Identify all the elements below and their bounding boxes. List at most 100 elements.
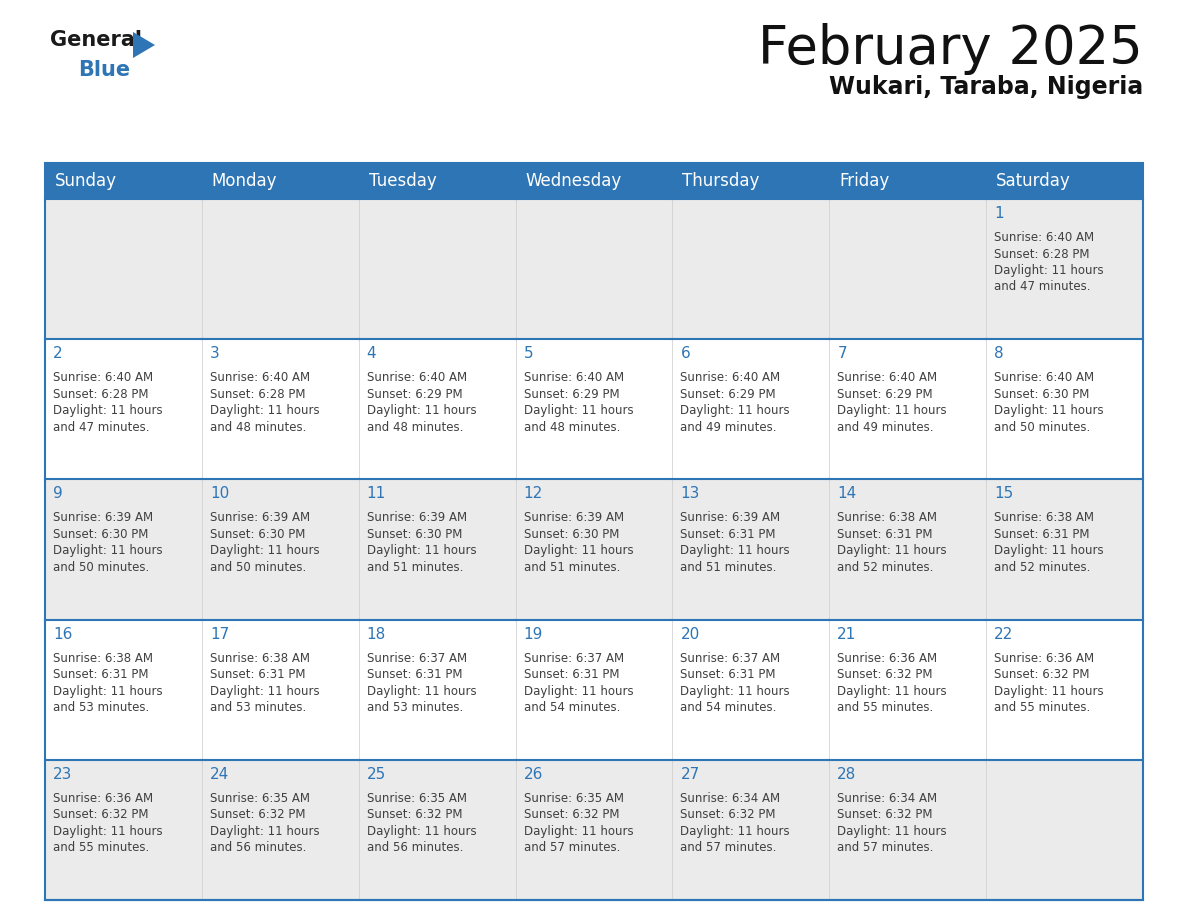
Text: Monday: Monday [211, 172, 277, 190]
Text: 24: 24 [210, 767, 229, 782]
Text: Daylight: 11 hours: Daylight: 11 hours [367, 404, 476, 417]
Text: and 57 minutes.: and 57 minutes. [681, 841, 777, 855]
Text: Sunrise: 6:40 AM: Sunrise: 6:40 AM [524, 371, 624, 385]
Text: Sunrise: 6:40 AM: Sunrise: 6:40 AM [681, 371, 781, 385]
Text: Wukari, Taraba, Nigeria: Wukari, Taraba, Nigeria [829, 75, 1143, 99]
Bar [829, 760, 986, 900]
Text: Sunrise: 6:37 AM: Sunrise: 6:37 AM [367, 652, 467, 665]
Text: Sunrise: 6:35 AM: Sunrise: 6:35 AM [367, 792, 467, 805]
Text: and 50 minutes.: and 50 minutes. [210, 561, 307, 574]
Text: 19: 19 [524, 627, 543, 642]
Text: Sunset: 6:30 PM: Sunset: 6:30 PM [210, 528, 305, 541]
Text: Daylight: 11 hours: Daylight: 11 hours [838, 544, 947, 557]
Bar [202, 199, 359, 339]
Text: Daylight: 11 hours: Daylight: 11 hours [53, 404, 163, 417]
Text: 15: 15 [994, 487, 1013, 501]
Text: Sunset: 6:31 PM: Sunset: 6:31 PM [681, 528, 776, 541]
Bar [45, 620, 202, 760]
Text: 22: 22 [994, 627, 1013, 642]
Bar [986, 163, 1143, 199]
Text: and 53 minutes.: and 53 minutes. [210, 701, 307, 714]
Text: and 47 minutes.: and 47 minutes. [994, 281, 1091, 294]
Text: Sunday: Sunday [55, 172, 116, 190]
Text: Daylight: 11 hours: Daylight: 11 hours [367, 824, 476, 838]
Text: Sunset: 6:31 PM: Sunset: 6:31 PM [681, 668, 776, 681]
Text: 11: 11 [367, 487, 386, 501]
Text: and 53 minutes.: and 53 minutes. [367, 701, 463, 714]
Text: Wednesday: Wednesday [525, 172, 621, 190]
Text: Sunset: 6:28 PM: Sunset: 6:28 PM [994, 248, 1089, 261]
Text: Sunrise: 6:36 AM: Sunrise: 6:36 AM [53, 792, 153, 805]
Bar [829, 199, 986, 339]
Text: Daylight: 11 hours: Daylight: 11 hours [838, 404, 947, 417]
Text: Daylight: 11 hours: Daylight: 11 hours [53, 544, 163, 557]
Text: Sunset: 6:29 PM: Sunset: 6:29 PM [367, 387, 462, 400]
Text: Sunset: 6:32 PM: Sunset: 6:32 PM [994, 668, 1089, 681]
Bar [359, 163, 516, 199]
Text: Sunrise: 6:40 AM: Sunrise: 6:40 AM [53, 371, 153, 385]
Text: Sunset: 6:32 PM: Sunset: 6:32 PM [838, 668, 933, 681]
Text: Sunset: 6:30 PM: Sunset: 6:30 PM [53, 528, 148, 541]
Text: 13: 13 [681, 487, 700, 501]
Text: 7: 7 [838, 346, 847, 361]
Text: Sunset: 6:28 PM: Sunset: 6:28 PM [53, 387, 148, 400]
Text: Sunset: 6:31 PM: Sunset: 6:31 PM [994, 528, 1089, 541]
Text: and 53 minutes.: and 53 minutes. [53, 701, 150, 714]
Text: Sunrise: 6:40 AM: Sunrise: 6:40 AM [210, 371, 310, 385]
Bar [45, 760, 202, 900]
Text: Sunset: 6:30 PM: Sunset: 6:30 PM [367, 528, 462, 541]
Bar [202, 479, 359, 620]
Text: Sunrise: 6:35 AM: Sunrise: 6:35 AM [210, 792, 310, 805]
Text: 25: 25 [367, 767, 386, 782]
Text: Sunrise: 6:39 AM: Sunrise: 6:39 AM [210, 511, 310, 524]
Text: Daylight: 11 hours: Daylight: 11 hours [838, 824, 947, 838]
Text: and 50 minutes.: and 50 minutes. [994, 420, 1091, 433]
Text: Sunrise: 6:40 AM: Sunrise: 6:40 AM [994, 371, 1094, 385]
Text: Sunrise: 6:36 AM: Sunrise: 6:36 AM [838, 652, 937, 665]
Text: 14: 14 [838, 487, 857, 501]
Bar [986, 199, 1143, 339]
Text: Sunrise: 6:34 AM: Sunrise: 6:34 AM [838, 792, 937, 805]
Bar [829, 339, 986, 479]
Text: 12: 12 [524, 487, 543, 501]
Text: 20: 20 [681, 627, 700, 642]
Text: Blue: Blue [78, 60, 131, 80]
Bar [202, 163, 359, 199]
Text: and 49 minutes.: and 49 minutes. [681, 420, 777, 433]
Bar [359, 199, 516, 339]
Text: Sunset: 6:31 PM: Sunset: 6:31 PM [524, 668, 619, 681]
Bar [672, 163, 829, 199]
Text: Daylight: 11 hours: Daylight: 11 hours [367, 544, 476, 557]
Text: 21: 21 [838, 627, 857, 642]
Text: 18: 18 [367, 627, 386, 642]
Text: Sunrise: 6:39 AM: Sunrise: 6:39 AM [367, 511, 467, 524]
Bar [829, 163, 986, 199]
Text: and 52 minutes.: and 52 minutes. [838, 561, 934, 574]
Text: 10: 10 [210, 487, 229, 501]
Text: and 50 minutes.: and 50 minutes. [53, 561, 150, 574]
Text: Sunset: 6:32 PM: Sunset: 6:32 PM [367, 809, 462, 822]
Bar [45, 163, 202, 199]
Text: and 55 minutes.: and 55 minutes. [838, 701, 934, 714]
Text: Thursday: Thursday [682, 172, 760, 190]
Text: Saturday: Saturday [997, 172, 1070, 190]
Text: Sunrise: 6:37 AM: Sunrise: 6:37 AM [681, 652, 781, 665]
Bar [359, 620, 516, 760]
Text: 16: 16 [53, 627, 72, 642]
Bar [202, 760, 359, 900]
Text: Sunrise: 6:39 AM: Sunrise: 6:39 AM [53, 511, 153, 524]
Text: Daylight: 11 hours: Daylight: 11 hours [210, 824, 320, 838]
Text: and 54 minutes.: and 54 minutes. [524, 701, 620, 714]
Text: Sunset: 6:29 PM: Sunset: 6:29 PM [524, 387, 619, 400]
Text: Sunset: 6:28 PM: Sunset: 6:28 PM [210, 387, 305, 400]
Text: Daylight: 11 hours: Daylight: 11 hours [994, 404, 1104, 417]
Bar [829, 479, 986, 620]
Bar [516, 163, 672, 199]
Bar [45, 339, 202, 479]
Text: Daylight: 11 hours: Daylight: 11 hours [681, 824, 790, 838]
Text: Sunset: 6:29 PM: Sunset: 6:29 PM [681, 387, 776, 400]
Text: Sunset: 6:31 PM: Sunset: 6:31 PM [838, 528, 933, 541]
Text: Sunset: 6:30 PM: Sunset: 6:30 PM [994, 387, 1089, 400]
Text: 17: 17 [210, 627, 229, 642]
Text: and 51 minutes.: and 51 minutes. [681, 561, 777, 574]
